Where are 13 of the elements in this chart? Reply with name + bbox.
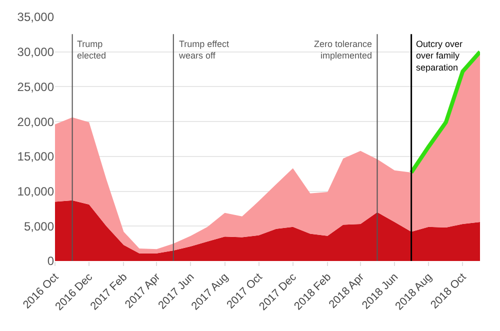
ref-line-label: Outcry over over family separation bbox=[416, 39, 463, 72]
ref-line-label: Trump elected bbox=[77, 39, 106, 61]
y-tick-label: 30,000 bbox=[17, 45, 54, 60]
y-tick-label: 15,000 bbox=[17, 150, 54, 164]
y-tick-label: 25,000 bbox=[17, 80, 54, 94]
y-tick-label: 0 bbox=[47, 254, 54, 268]
y-tick-label: 10,000 bbox=[17, 184, 54, 198]
ref-line-label: Trump effect wears off bbox=[178, 39, 230, 61]
y-tick-label: 5,000 bbox=[24, 219, 54, 234]
y-tick-label: 35,000 bbox=[17, 10, 54, 24]
y-tick-label: 20,000 bbox=[17, 114, 54, 129]
line-series bbox=[409, 50, 480, 174]
ref-line-label: Zero tolerance implemented bbox=[314, 39, 372, 61]
